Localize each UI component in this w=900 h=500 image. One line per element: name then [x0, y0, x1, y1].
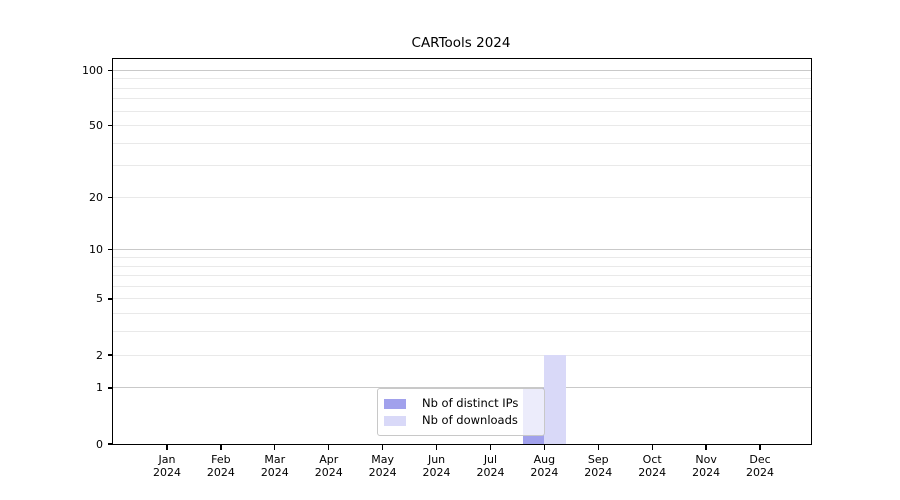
- gridline-minor: [113, 87, 811, 89]
- x-tick-label: Feb 2024: [191, 453, 251, 479]
- x-tick-label-year: 2024: [368, 466, 397, 479]
- x-tick-mark: [759, 445, 761, 450]
- gridline-minor: [113, 354, 811, 356]
- x-tick-label-month: Nov: [695, 453, 717, 466]
- x-tick-label-month: Mar: [264, 453, 286, 466]
- x-tick-label-year: 2024: [314, 466, 343, 479]
- y-tick-mark: [107, 196, 112, 199]
- x-tick-label-month: Jun: [427, 453, 446, 466]
- gridline-major: [113, 249, 811, 251]
- legend-swatch-distinct-ips: [384, 398, 406, 409]
- gridline-minor: [113, 165, 811, 167]
- gridline-minor: [113, 313, 811, 315]
- gridline-major: [113, 387, 811, 389]
- y-tick-mark: [107, 249, 112, 251]
- gridline-minor: [113, 275, 811, 277]
- y-tick-label: 10: [89, 243, 103, 257]
- x-tick-label: Sep 2024: [568, 453, 628, 479]
- gridline-minor: [113, 196, 811, 198]
- gridline-major: [113, 69, 811, 71]
- y-tick-mark: [107, 443, 112, 445]
- x-tick-label-month: Apr: [319, 453, 339, 466]
- y-tick-label: 20: [89, 190, 103, 204]
- gridline-minor: [113, 98, 811, 100]
- x-tick-label-month: Jan: [158, 453, 176, 466]
- gridline-minor: [113, 125, 811, 127]
- x-tick-label: Dec 2024: [730, 453, 790, 479]
- x-tick-mark: [274, 445, 276, 450]
- y-tick-label: 1: [96, 381, 103, 395]
- gridline-minor: [113, 298, 811, 300]
- x-tick-label-month: Feb: [211, 453, 231, 466]
- x-tick-mark: [381, 445, 384, 450]
- y-tick-label: 5: [96, 292, 103, 306]
- x-tick-label-month: May: [371, 453, 394, 466]
- x-tick-label-month: Oct: [642, 453, 662, 466]
- x-tick-label: Jun 2024: [407, 453, 467, 479]
- legend-entry-downloads: Nb of downloads: [384, 414, 544, 427]
- x-tick-label-year: 2024: [584, 466, 613, 479]
- gridline-minor: [113, 257, 811, 258]
- gridline-minor: [113, 331, 811, 333]
- y-tick-label: 0: [96, 437, 103, 451]
- x-tick-mark: [597, 445, 599, 450]
- x-tick-label-year: 2024: [746, 466, 774, 479]
- x-tick-label-year: 2024: [476, 466, 505, 479]
- x-tick-label: May 2024: [353, 453, 413, 479]
- legend-swatch-downloads: [384, 415, 406, 426]
- y-tick-mark: [107, 298, 112, 300]
- x-tick-label-month: Sep: [587, 453, 609, 466]
- x-tick-label-year: 2024: [153, 466, 181, 479]
- gridline-minor: [113, 285, 811, 287]
- legend-entry-distinct-ips: Nb of distinct IPs: [384, 397, 544, 410]
- x-tick-label-year: 2024: [260, 466, 289, 479]
- gridline-minor: [113, 110, 811, 112]
- x-tick-label: Apr 2024: [299, 453, 359, 479]
- x-tick-mark: [435, 445, 438, 450]
- plot-area: 0 1 2 5 10 20 50 100 Jan 2024 Feb 2024 Mar 2024 Apr 202…: [82, 58, 812, 479]
- x-tick-mark: [651, 445, 653, 450]
- bar-downloads: [544, 355, 566, 444]
- x-tick-label-year: 2024: [206, 466, 235, 479]
- x-tick-label: Mar 2024: [245, 453, 305, 479]
- x-tick-label: Aug 2024: [514, 453, 574, 479]
- gridline-minor: [113, 142, 811, 144]
- y-tick-mark: [107, 354, 112, 356]
- y-tick-mark: [107, 124, 112, 127]
- legend-label-distinct-ips: Nb of distinct IPs: [422, 396, 519, 410]
- x-tick-label: Jul 2024: [460, 453, 520, 479]
- x-tick-label-month: Dec: [749, 453, 771, 466]
- x-tick-label-year: 2024: [638, 466, 667, 479]
- x-tick-label-year: 2024: [530, 466, 559, 479]
- x-tick-label: Jan 2024: [137, 453, 197, 479]
- chart-title: CARTools 2024: [411, 35, 511, 51]
- gridline-minor: [113, 265, 811, 267]
- x-tick-label: Nov 2024: [676, 453, 736, 479]
- y-tick-mark: [107, 69, 112, 71]
- y-tick-label: 2: [96, 348, 103, 362]
- x-tick-label-month: Jul: [483, 453, 498, 466]
- x-tick-mark: [543, 445, 546, 450]
- y-tick-mark: [107, 387, 112, 389]
- x-tick-mark: [220, 445, 222, 450]
- x-tick-mark: [705, 445, 707, 450]
- legend-label-downloads: Nb of downloads: [422, 413, 518, 427]
- legend: Nb of distinct IPs Nb of downloads: [377, 388, 545, 436]
- x-tick-label: Oct 2024: [622, 453, 682, 479]
- x-tick-mark: [166, 445, 168, 450]
- x-tick-label-year: 2024: [422, 466, 451, 479]
- x-tick-mark: [328, 445, 330, 450]
- x-tick-label-month: Aug: [533, 453, 556, 466]
- x-tick-mark: [489, 445, 492, 450]
- y-tick-label: 100: [82, 63, 103, 77]
- x-tick-label-year: 2024: [692, 466, 721, 479]
- gridline-minor: [113, 78, 811, 80]
- y-tick-label: 50: [89, 119, 103, 133]
